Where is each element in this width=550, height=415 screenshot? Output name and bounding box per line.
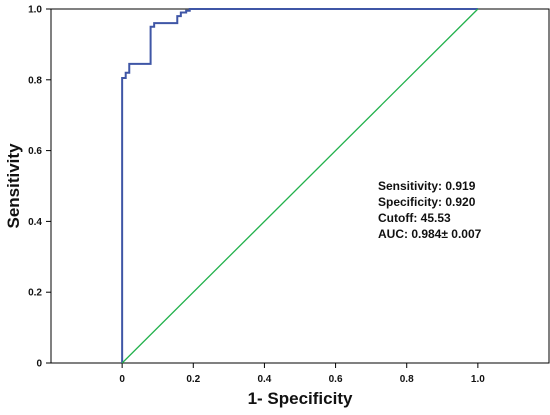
y-tick-label: 0.6 bbox=[28, 146, 42, 157]
annotation-specificity: Specificity: 0.920 bbox=[378, 195, 476, 209]
y-tick-label: 0.2 bbox=[28, 288, 42, 299]
y-axis-title: Sensitivity bbox=[4, 143, 23, 229]
x-tick-label: 0.6 bbox=[329, 374, 343, 385]
annotation-sensitivity: Sensitivity: 0.919 bbox=[378, 179, 476, 193]
reference-diagonal-line bbox=[121, 8, 479, 364]
stats-annotation: Sensitivity: 0.919 Specificity: 0.920 Cu… bbox=[378, 179, 482, 241]
annotation-cutoff: Cutoff: 45.53 bbox=[378, 211, 451, 225]
y-tick-label: 1.0 bbox=[28, 5, 42, 16]
x-tick-label: 1.0 bbox=[471, 374, 485, 385]
x-tick-label: 0.2 bbox=[186, 374, 200, 385]
y-tick-label: 0.4 bbox=[28, 217, 42, 228]
y-axis-ticks: 0 0.2 0.4 0.6 0.8 1.0 bbox=[28, 5, 51, 370]
roc-curve-line bbox=[121, 8, 478, 363]
x-tick-label: 0 bbox=[119, 374, 125, 385]
series-layer bbox=[121, 8, 479, 364]
x-axis-ticks: 0 0.2 0.4 0.6 0.8 1.0 bbox=[119, 363, 485, 385]
x-tick-label: 0.8 bbox=[400, 374, 414, 385]
y-tick-label: 0.8 bbox=[28, 75, 42, 86]
x-axis-title: 1- Specificity bbox=[248, 389, 353, 408]
x-tick-label: 0.4 bbox=[257, 374, 271, 385]
y-tick-label: 0 bbox=[36, 359, 42, 370]
annotation-auc: AUC: 0.984± 0.007 bbox=[378, 227, 482, 241]
